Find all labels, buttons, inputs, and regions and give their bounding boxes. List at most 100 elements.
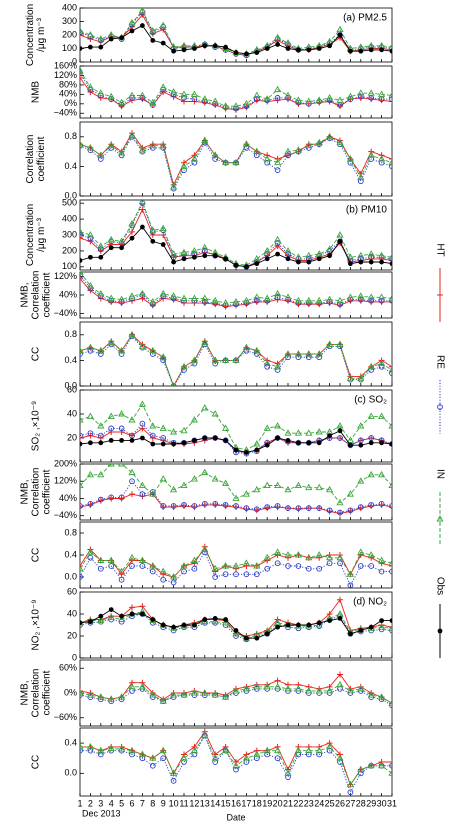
marker <box>160 622 166 628</box>
marker <box>191 751 198 758</box>
marker <box>285 152 291 159</box>
marker <box>149 346 157 354</box>
marker <box>315 551 323 558</box>
marker <box>97 242 105 249</box>
marker <box>149 562 157 569</box>
marker <box>150 238 156 244</box>
marker <box>274 677 281 684</box>
series-line <box>80 480 392 513</box>
marker <box>86 343 94 351</box>
marker <box>327 618 332 623</box>
y-axis-label: Correlation <box>31 468 42 517</box>
marker <box>337 560 343 567</box>
marker <box>139 420 146 427</box>
marker <box>201 468 209 476</box>
marker <box>326 560 333 567</box>
marker <box>233 262 239 268</box>
marker <box>253 485 261 493</box>
marker <box>180 362 188 370</box>
marker <box>201 136 209 143</box>
marker <box>242 343 250 351</box>
marker <box>336 296 344 304</box>
marker <box>212 574 219 580</box>
marker <box>346 155 354 162</box>
marker <box>159 567 167 574</box>
marker <box>140 435 145 441</box>
y-tick-label: 20 <box>67 630 77 640</box>
marker <box>358 442 364 448</box>
y-tick-label: 400 <box>62 213 77 223</box>
marker <box>284 91 292 98</box>
marker <box>98 613 104 619</box>
marker <box>275 42 280 47</box>
marker <box>284 684 292 692</box>
marker <box>149 762 156 769</box>
marker <box>263 746 271 754</box>
marker <box>97 751 104 758</box>
marker <box>88 440 93 446</box>
marker <box>389 441 392 447</box>
marker <box>389 618 392 623</box>
y-tick-label: 300 <box>62 229 77 239</box>
marker <box>107 556 115 563</box>
marker <box>190 90 198 97</box>
marker <box>212 435 218 441</box>
marker <box>263 424 271 431</box>
marker <box>232 356 240 363</box>
marker <box>346 253 354 260</box>
marker <box>296 259 301 265</box>
marker <box>388 253 392 260</box>
plot-area <box>80 400 392 457</box>
marker <box>367 470 375 478</box>
marker <box>296 622 301 628</box>
y-axis-label: /μg m⁻³ <box>36 17 47 51</box>
x-tick-label: 15 <box>221 798 231 808</box>
marker <box>97 746 105 754</box>
plot-area <box>80 543 392 588</box>
marker <box>97 565 104 572</box>
marker <box>191 360 198 367</box>
marker <box>170 778 177 784</box>
y-tick-label: 60 <box>67 384 77 394</box>
marker <box>253 297 260 304</box>
marker <box>150 617 156 622</box>
x-tick-label: 28 <box>356 798 366 808</box>
marker <box>97 556 105 563</box>
marker <box>316 565 323 572</box>
marker <box>140 611 145 617</box>
marker <box>80 441 83 447</box>
marker <box>285 563 291 569</box>
marker <box>118 351 125 357</box>
marker <box>336 422 344 429</box>
marker <box>337 301 343 308</box>
marker <box>253 755 260 762</box>
series-line <box>80 275 392 306</box>
marker <box>367 691 375 698</box>
x-tick-label: 3 <box>98 798 103 808</box>
x-tick-label: 22 <box>293 798 303 808</box>
marker <box>128 553 136 561</box>
marker <box>388 294 392 301</box>
marker <box>129 478 135 485</box>
marker <box>336 754 344 761</box>
marker <box>378 560 385 567</box>
marker <box>295 563 302 569</box>
marker <box>170 769 178 776</box>
y-axis-label: Concentration <box>25 4 36 66</box>
marker <box>285 681 291 688</box>
marker <box>80 232 83 238</box>
marker <box>243 347 250 354</box>
series-line <box>80 545 392 578</box>
y-tick-label: 200 <box>62 245 77 255</box>
marker <box>274 33 282 41</box>
marker <box>295 505 302 512</box>
marker <box>233 766 239 773</box>
marker <box>388 769 392 776</box>
marker <box>232 297 240 305</box>
marker <box>232 761 240 769</box>
marker <box>233 50 239 55</box>
marker <box>222 746 230 754</box>
marker <box>274 481 282 488</box>
marker <box>336 340 344 347</box>
marker <box>233 628 239 633</box>
